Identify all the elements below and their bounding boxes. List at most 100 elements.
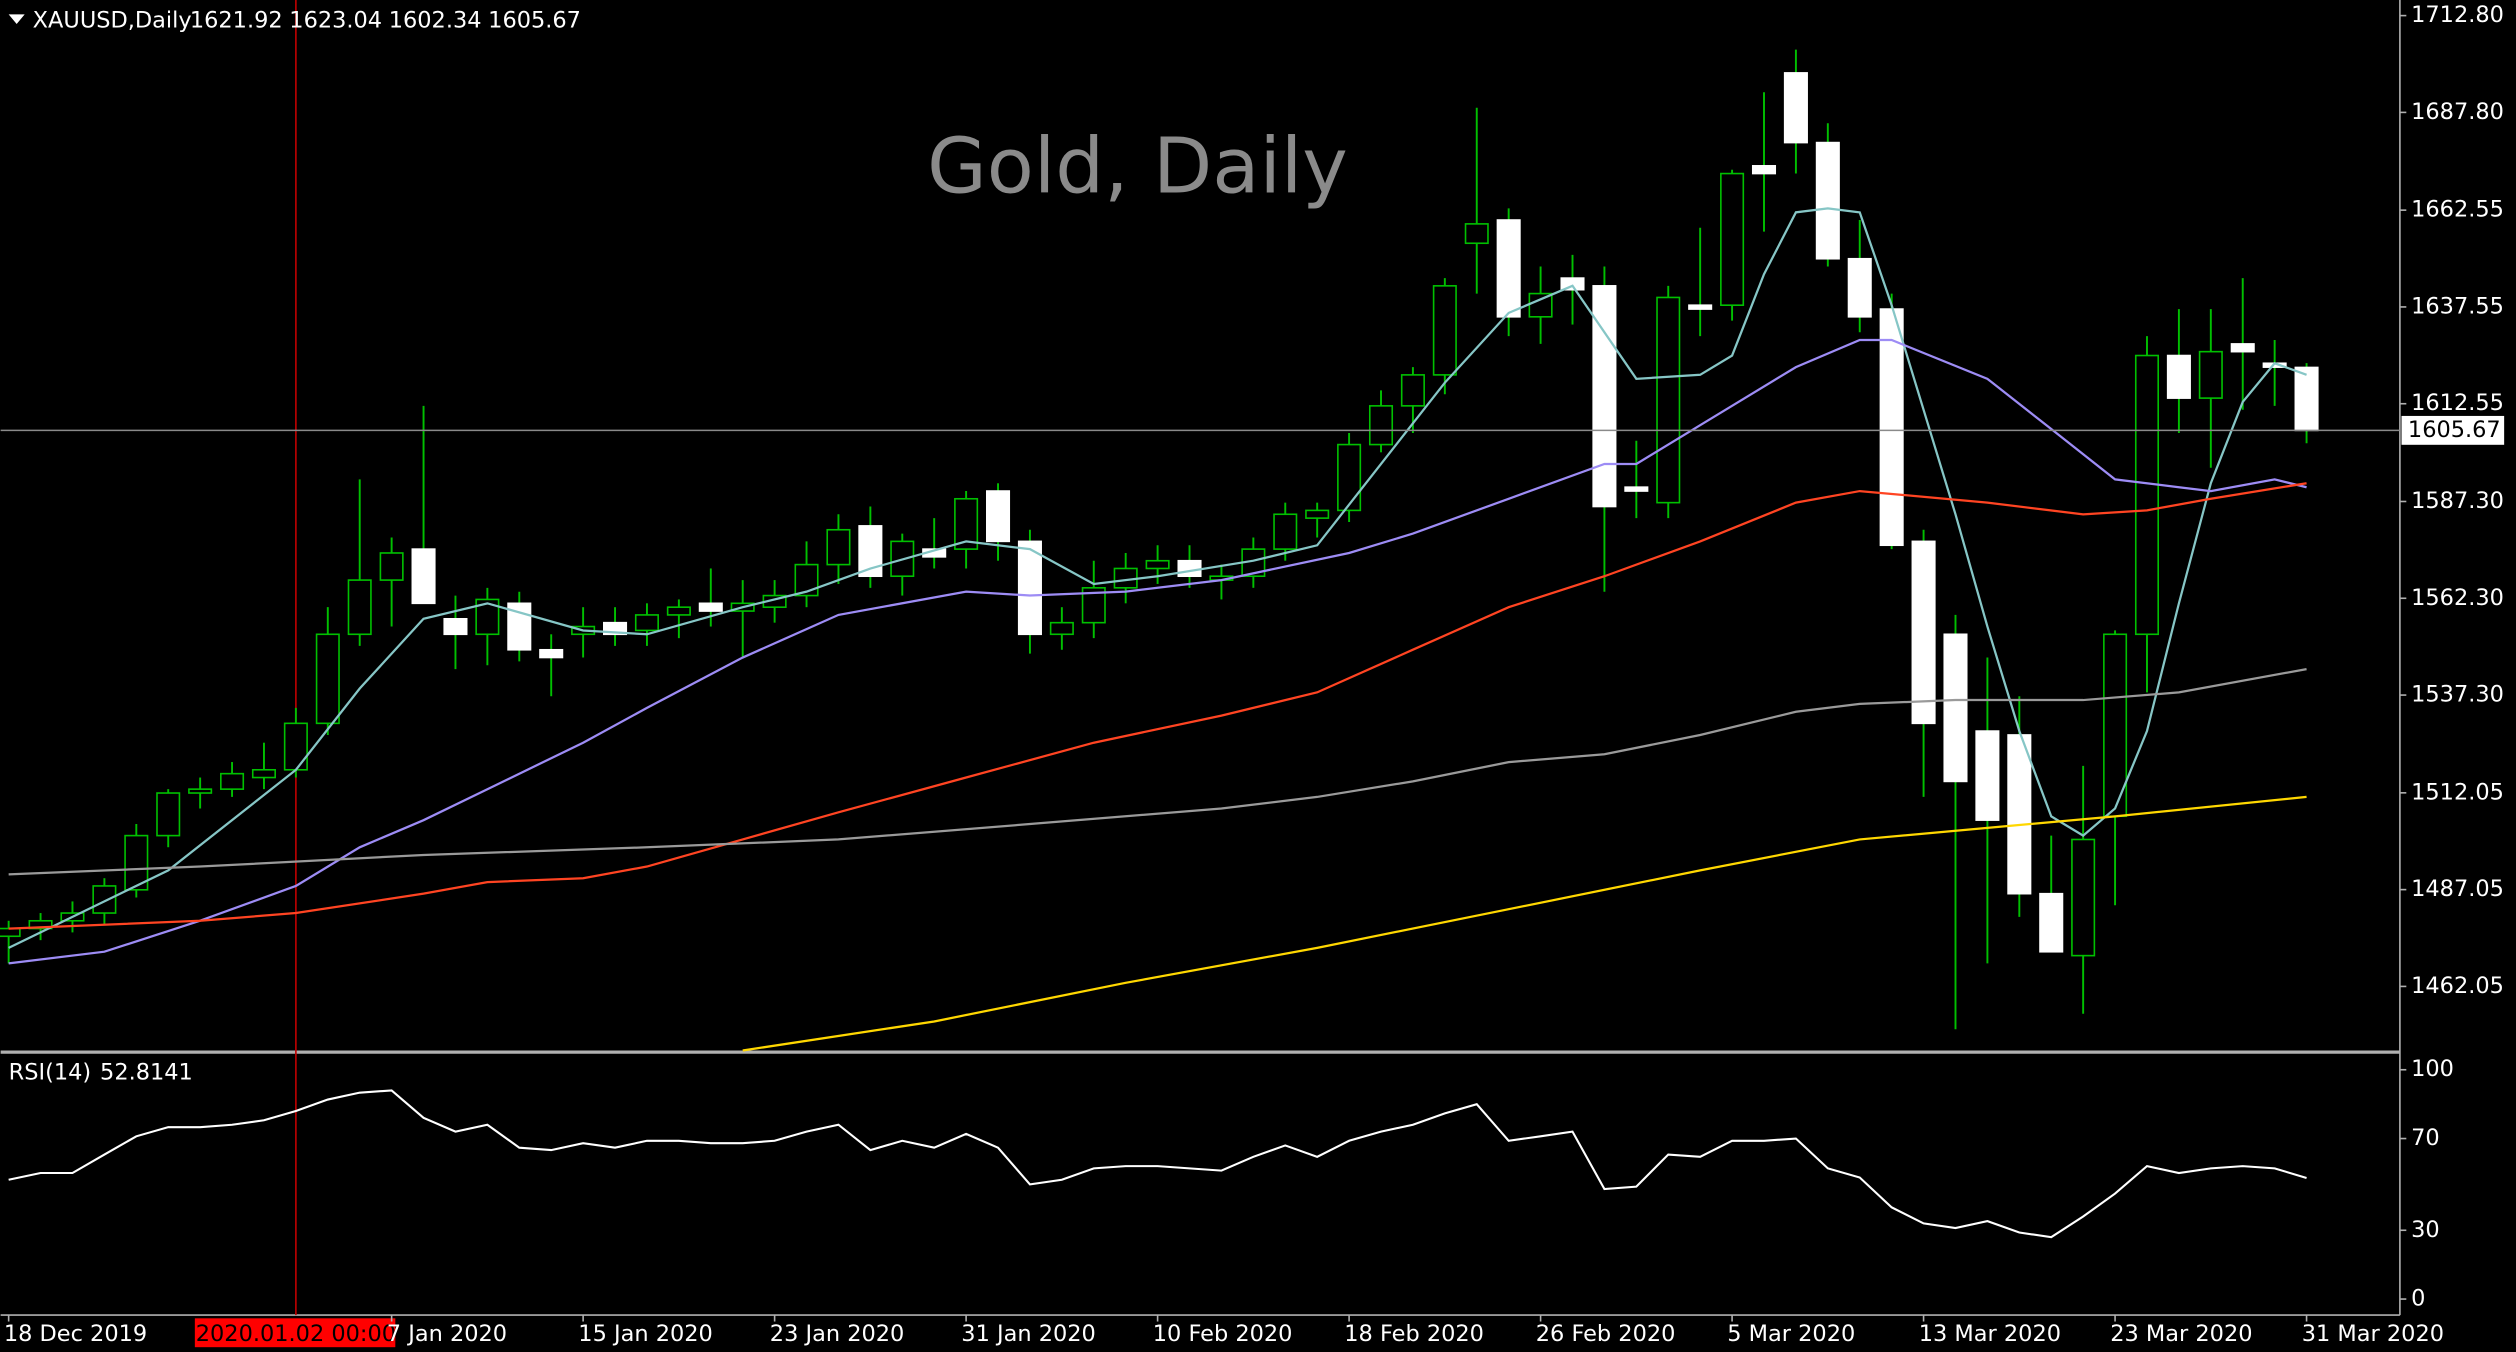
candle-body-up xyxy=(0,927,21,938)
candle-body-up xyxy=(666,606,691,616)
y-tick-label: 1537.30 xyxy=(2411,682,2504,708)
y-tick-label: 1662.55 xyxy=(2411,197,2504,223)
candle-body-up xyxy=(1081,587,1106,624)
moving-average xyxy=(8,667,2307,876)
x-tick-label: 23 Mar 2020 xyxy=(2110,1321,2252,1347)
price-label: 1605.67 xyxy=(2408,417,2501,443)
y-tick-label: 1587.30 xyxy=(2411,488,2504,514)
candle-body-down xyxy=(1879,308,1904,547)
candle-body-down xyxy=(1847,257,1872,318)
candle-body-down xyxy=(2230,343,2255,353)
candle-body-down xyxy=(858,525,883,578)
candle-body-down xyxy=(698,602,723,612)
y-tick-label: 1612.55 xyxy=(2411,390,2504,416)
candle-body-down xyxy=(1177,559,1202,578)
candle-body-up xyxy=(794,563,819,597)
candle-body-up xyxy=(1145,559,1170,570)
candle-body-up xyxy=(156,792,181,837)
header-arrow xyxy=(8,14,25,25)
candle-body-up xyxy=(1464,223,1489,245)
header-close: 1605.67 xyxy=(488,7,581,33)
header-high: 1623.04 xyxy=(289,7,382,33)
y-tick-label: 1687.80 xyxy=(2411,99,2504,125)
candle-body-up xyxy=(315,633,340,725)
x-tick-label: 5 Mar 2020 xyxy=(1727,1321,1855,1347)
candle-body-up xyxy=(634,614,659,632)
candle-body-down xyxy=(2007,734,2032,895)
candle-body-up xyxy=(2198,350,2223,399)
candle-body-up xyxy=(1337,443,1362,512)
candle-body-down xyxy=(1560,277,1585,291)
y-tick-label: 100 xyxy=(2411,1056,2454,1082)
y-tick-label: 1637.55 xyxy=(2411,293,2504,319)
candle-body-up xyxy=(1656,296,1681,504)
y-tick-label: 1512.05 xyxy=(2411,779,2504,805)
candle-body-up xyxy=(954,497,979,550)
candle-body-down xyxy=(1688,304,1713,310)
candle-body-down xyxy=(1815,141,1840,260)
candle-body-down xyxy=(1751,165,1777,175)
candle-body-up xyxy=(1432,285,1457,376)
candle-body-down xyxy=(1783,72,1808,144)
rsi-title: RSI(14) xyxy=(9,1059,92,1085)
moving-average xyxy=(8,207,2307,949)
price-label-box xyxy=(2401,415,2505,445)
candle-body-up xyxy=(1305,509,1330,519)
candle-body-down xyxy=(1975,730,2000,821)
rsi-line xyxy=(8,1089,2307,1239)
candle-body-down xyxy=(1017,540,1042,636)
candle-body-up xyxy=(28,919,53,930)
candle-body-down xyxy=(411,548,436,605)
y-tick-label: 1487.05 xyxy=(2411,876,2504,902)
y-tick-label: 0 xyxy=(2411,1286,2425,1312)
candle-body-down xyxy=(603,621,628,636)
candle-body-up xyxy=(1400,374,1425,407)
x-tick-label: 13 Mar 2020 xyxy=(1919,1321,2061,1347)
candle-body-up xyxy=(379,552,404,581)
candle-body-up xyxy=(826,528,851,566)
y-tick-label: 70 xyxy=(2411,1125,2440,1151)
candle-body-down xyxy=(539,648,564,659)
candle-body-up xyxy=(347,579,372,636)
x-tick-label: 31 Jan 2020 xyxy=(961,1321,1096,1347)
candle-body-up xyxy=(92,885,117,914)
candle-body-down xyxy=(1496,219,1521,318)
candle-body-up xyxy=(2071,838,2096,957)
crosshair-label-box xyxy=(194,1318,396,1348)
candle-body-down xyxy=(443,617,468,636)
y-tick-label: 1562.30 xyxy=(2411,585,2504,611)
moving-average xyxy=(8,482,2307,930)
candle-body-down xyxy=(1943,633,1968,783)
y-tick-label: 30 xyxy=(2411,1217,2440,1243)
candle-body-down xyxy=(2039,892,2064,953)
candle-body-down xyxy=(2166,354,2191,399)
symbol: XAUUSD,Daily xyxy=(33,7,192,33)
x-tick-label: 18 Dec 2019 xyxy=(4,1321,147,1347)
candle-body-down xyxy=(985,490,1011,543)
moving-average xyxy=(8,338,2307,965)
y-tick-label: 1462.05 xyxy=(2411,973,2504,999)
header-low: 1602.34 xyxy=(389,7,482,33)
header-open: 1621.92 xyxy=(190,7,283,33)
candle-body-up xyxy=(251,768,276,779)
watermark: Gold, Daily xyxy=(927,123,1348,212)
rsi-value: 52.8141 xyxy=(100,1059,193,1085)
candle-body-up xyxy=(1368,405,1394,446)
candle-body-up xyxy=(475,598,500,636)
candle-body-up xyxy=(283,722,308,771)
candle-body-down xyxy=(1911,540,1936,725)
x-tick-label: 23 Jan 2020 xyxy=(770,1321,905,1347)
x-tick-label: 7 Jan 2020 xyxy=(387,1321,507,1347)
candle-body-up xyxy=(1720,172,1745,306)
candle-body-up xyxy=(124,834,149,891)
x-tick-label: 18 Feb 2020 xyxy=(1344,1321,1484,1347)
candle-body-up xyxy=(2134,354,2160,636)
candle-body-up xyxy=(1273,513,1298,550)
x-tick-label: 15 Jan 2020 xyxy=(578,1321,713,1347)
x-tick-label: 31 Mar 2020 xyxy=(2302,1321,2444,1347)
x-tick-label: 10 Feb 2020 xyxy=(1153,1321,1293,1347)
candle-body-down xyxy=(1624,486,1649,492)
candle-body-up xyxy=(1049,621,1074,636)
candle-body-up xyxy=(220,772,245,790)
